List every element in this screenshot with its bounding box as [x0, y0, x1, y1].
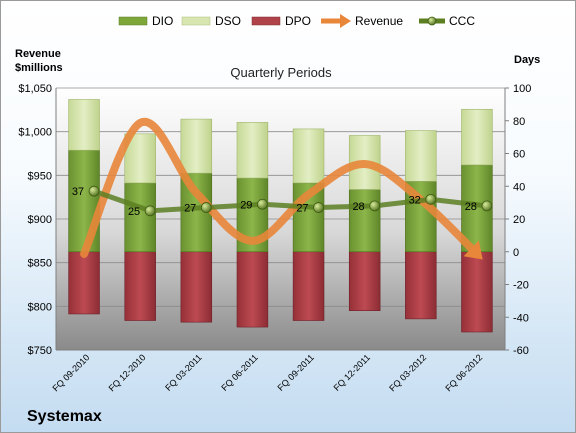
x-tick-label: FQ 09-2010 — [50, 352, 91, 393]
y-right-tick-label: 60 — [513, 149, 525, 161]
y-left-tick-label: $800 — [28, 301, 52, 313]
ccc-data-label: 37 — [72, 186, 84, 198]
y-right-tick-label: 20 — [513, 214, 525, 226]
bar-dio — [348, 189, 381, 253]
legend-label-dpo: DPO — [285, 14, 311, 28]
legend-swatch-dio — [118, 16, 148, 26]
bar-dpo — [461, 251, 493, 333]
y-right-tick-label: -60 — [513, 345, 529, 357]
y-right-tick-label: -20 — [513, 280, 529, 292]
x-tick-label: FQ 03-2011 — [163, 352, 204, 393]
y-left-tick-label: $850 — [28, 258, 52, 270]
y-right-axis-title: Days — [514, 54, 540, 66]
bar-dso — [461, 108, 493, 166]
x-tick-label: FQ 06-2012 — [443, 352, 484, 393]
legend-swatch-ccc-marker-icon — [419, 16, 445, 26]
ccc-data-label: 27 — [296, 203, 308, 215]
bar-dpo — [292, 251, 325, 321]
legend: DIO DSO DPO Revenue CCC — [118, 14, 475, 28]
bar-dpo — [124, 251, 156, 321]
y-right-tick-label: 80 — [513, 116, 525, 128]
y-left-tick-label: $950 — [28, 170, 52, 182]
ccc-marker — [313, 202, 324, 213]
bar-dpo — [68, 251, 100, 315]
x-tick-label: FQ 09-2011 — [275, 352, 316, 393]
y-right-tick-label: -40 — [513, 312, 529, 324]
y-left-axis-title-line2: $millions — [15, 62, 63, 74]
ccc-marker — [144, 205, 156, 217]
ccc-marker — [200, 202, 212, 213]
x-tick-label: FQ 06-2011 — [219, 352, 260, 393]
y-right-tick-label: 40 — [513, 181, 525, 193]
chart-title: Quarterly Periods — [230, 65, 332, 80]
legend-label-dso: DSO — [215, 14, 241, 28]
y-left-tick-label: $750 — [28, 345, 52, 357]
ccc-marker — [257, 198, 268, 210]
y-right-tick-label: 0 — [513, 247, 519, 259]
legend-label-dio: DIO — [152, 14, 173, 28]
ccc-series: 37 25 27 29 27 28 32 28 — [72, 185, 493, 218]
bar-dso — [180, 118, 213, 174]
y-left-tick-label: $1,050 — [18, 83, 52, 95]
ccc-line — [93, 188, 488, 214]
ccc-marker — [425, 193, 437, 205]
bar-dso — [405, 130, 437, 182]
x-tick-label: FQ 12-2011 — [332, 352, 373, 393]
x-tick-label: FQ 12-2010 — [107, 352, 148, 393]
bar-dio — [124, 182, 156, 253]
ccc-marker — [88, 185, 100, 197]
bar-dpo — [405, 251, 437, 320]
legend-swatch-dso — [181, 16, 211, 26]
ccc-data-label: 32 — [409, 194, 421, 206]
y-left-axis-title-line1: Revenue — [15, 48, 61, 60]
ccc-data-label: 28 — [352, 201, 364, 213]
legend-swatch-revenue-arrow-icon — [321, 14, 351, 28]
legend-swatch-dpo — [251, 16, 281, 26]
bar-dpo — [180, 251, 213, 323]
revenue-arrowhead — [463, 240, 483, 260]
bar-dso — [236, 122, 269, 179]
y-left-tick-label: $900 — [28, 214, 52, 226]
y-left-tick-label: $1,000 — [18, 127, 52, 139]
company-name: Systemax — [27, 408, 102, 425]
revenue-line — [80, 117, 481, 258]
ccc-data-label: 28 — [465, 201, 477, 213]
legend-label-revenue: Revenue — [355, 14, 403, 28]
ccc-marker — [369, 200, 381, 212]
x-tick-label: FQ 03-2012 — [387, 352, 428, 393]
bar-dio — [68, 149, 100, 253]
ccc-marker — [481, 200, 493, 212]
bar-dso — [68, 99, 100, 151]
bar-dso — [292, 128, 325, 184]
revenue-series — [80, 117, 483, 260]
ccc-data-label: 29 — [240, 199, 252, 211]
ccc-data-label: 27 — [184, 203, 196, 215]
y-right-tick-label: 100 — [513, 83, 531, 95]
bar-dpo — [348, 251, 381, 312]
legend-label-ccc: CCC — [449, 14, 475, 28]
ccc-data-label: 25 — [128, 206, 140, 218]
bar-dpo — [236, 251, 269, 328]
